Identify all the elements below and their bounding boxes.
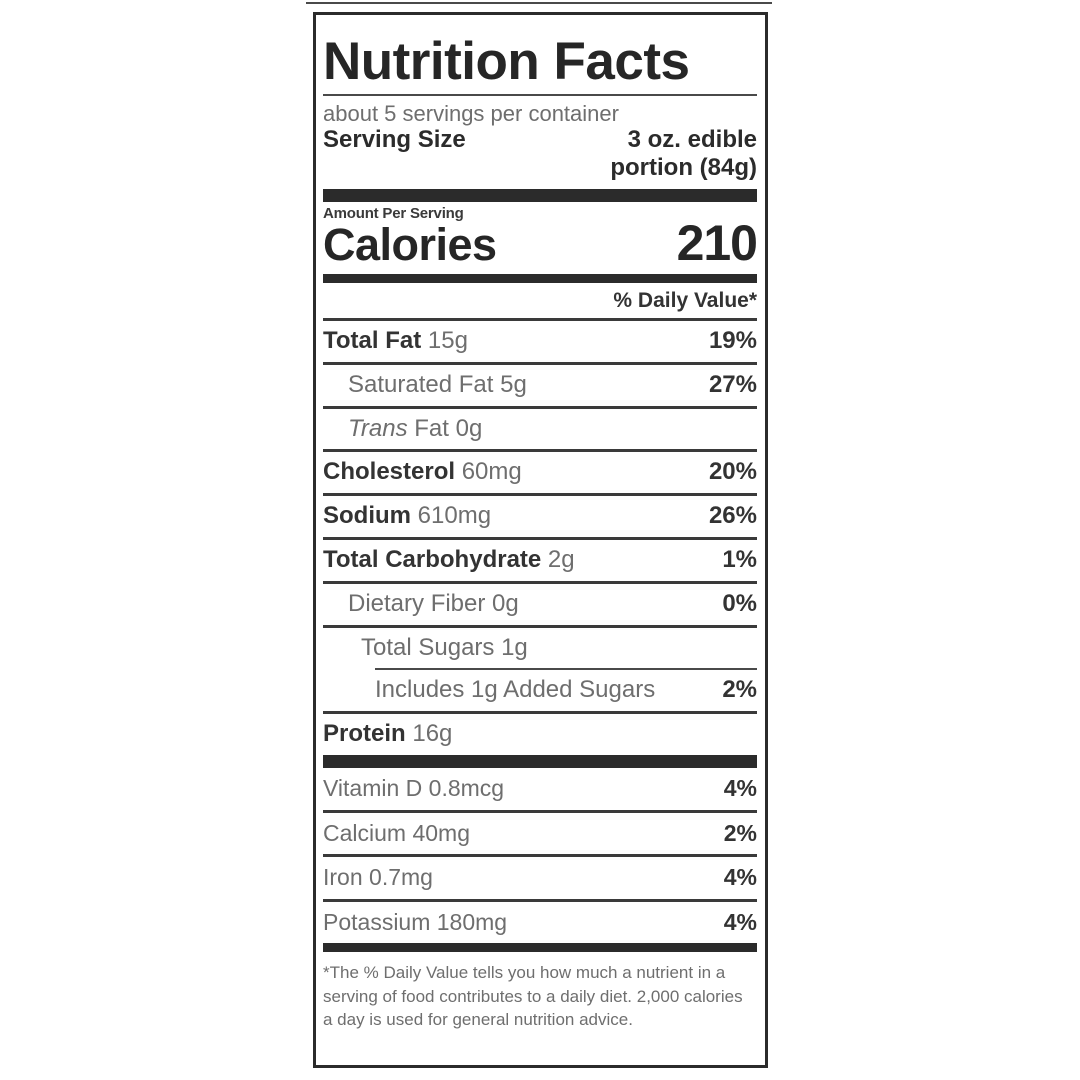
nutrient-daily-value: 20%: [708, 458, 757, 486]
daily-value-header: % Daily Value*: [613, 288, 757, 312]
table-row: Trans Fat 0g: [323, 409, 757, 450]
calories-row: Calories 210: [323, 215, 758, 274]
vitamin-daily-value: 4%: [723, 774, 757, 801]
nutrient-amount: Fat 0g: [407, 414, 483, 442]
nutrient-amount: 2g: [541, 545, 575, 573]
vitamins-thick-divider: [323, 943, 757, 953]
nutrient-row-divider: [323, 405, 757, 409]
nutrient-row-divider: [323, 536, 757, 540]
table-row: Total Carbohydrate 2g 1%: [323, 540, 757, 581]
nutrient-daily-value: 0%: [722, 589, 757, 617]
table-row: Protein 16g: [323, 714, 757, 755]
serving-size-label: Serving Size: [323, 126, 466, 154]
nutrient-amount: 5g: [493, 370, 527, 398]
nutrient-daily-value: 27%: [708, 370, 757, 398]
nutrient-row-divider: [323, 317, 757, 321]
nutrient-name: Trans Fat 0g: [348, 414, 483, 442]
amount-per-serving-label: Amount Per Serving: [323, 205, 464, 223]
nutrient-row-divider: [323, 580, 757, 584]
nutrient-name: Sodium 610mg: [323, 502, 492, 530]
nutrient-amount: 610mg: [411, 502, 492, 530]
nutrition-facts-panel: Nutrition Facts about 5 servings per con…: [313, 12, 768, 1068]
vitamin-name: Calcium 40mg: [323, 819, 470, 846]
table-row: Total Sugars 1g: [323, 628, 757, 669]
nutrient-name: Cholesterol 60mg: [323, 458, 522, 486]
nutrient-name: Dietary Fiber 0g: [348, 589, 519, 617]
calories-label: Calories: [323, 219, 497, 271]
nutrient-name: Includes 1g Added Sugars: [375, 676, 656, 704]
serving-size-row: Serving Size 3 oz. edible portion (84g): [323, 126, 757, 189]
nutrient-list: Total Fat 15g 19% Saturated Fat 5g 27% Trans…: [323, 317, 757, 755]
daily-value-footnote: *The % Daily Value tells you how much a …: [323, 963, 743, 1030]
nutrient-name: Saturated Fat 5g: [348, 370, 527, 398]
vitamin-name: Potassium 180mg: [323, 908, 508, 935]
vitamin-name: Vitamin D 0.8mcg: [323, 774, 505, 801]
servings-per-container: about 5 servings per container: [323, 101, 619, 126]
nutrient-daily-value: 26%: [708, 502, 757, 530]
table-row: Dietary Fiber 0g 0%: [323, 584, 757, 625]
nutrient-row-divider: [323, 624, 757, 628]
nutrient-daily-value: 2%: [722, 676, 757, 704]
title-divider: [323, 94, 757, 96]
table-row: Potassium 180mg 4%: [323, 902, 757, 944]
nutrient-row-divider: [323, 361, 757, 365]
nutrition-facts-content: Nutrition Facts about 5 servings per con…: [323, 15, 758, 1042]
top-hairline-rule: [306, 2, 772, 4]
nutrient-name: Total Carbohydrate 2g: [323, 545, 575, 573]
vitamin-daily-value: 2%: [723, 819, 757, 846]
nutrient-name: Protein 16g: [323, 720, 453, 748]
vitamin-row-divider: [323, 854, 757, 858]
table-row: Sodium 610mg 26%: [323, 496, 757, 537]
nutrient-row-divider: [323, 493, 757, 497]
vitamin-daily-value: 4%: [723, 908, 757, 935]
serving-size-value: 3 oz. edible portion (84g): [610, 126, 757, 181]
table-row: Total Fat 15g 19%: [323, 321, 757, 362]
vitamin-list: Vitamin D 0.8mcg 4% Calcium 40mg 2% Iron 0.7…: [323, 768, 757, 943]
nutrient-row-divider: [323, 449, 757, 453]
nutrient-amount: 0g: [485, 589, 519, 617]
table-row: Iron 0.7mg 4%: [323, 857, 757, 899]
nutrient-daily-value: 1%: [722, 545, 757, 573]
calories-thick-divider: [323, 273, 757, 283]
table-row: Cholesterol 60mg 20%: [323, 452, 757, 493]
nutrient-name: Total Sugars 1g: [361, 633, 528, 661]
table-row: Saturated Fat 5g 27%: [323, 365, 757, 406]
nutrient-amount: 15g: [421, 326, 468, 354]
page-title: Nutrition Facts: [323, 32, 690, 91]
nutrient-name: Total Fat 15g: [323, 326, 468, 354]
calories-value: 210: [676, 215, 758, 272]
table-row: Calcium 40mg 2%: [323, 813, 757, 855]
nutrient-daily-value: 19%: [708, 326, 757, 354]
nutrient-amount: 16g: [405, 720, 453, 748]
serving-size-thick-divider: [323, 189, 757, 203]
vitamin-name: Iron 0.7mg: [323, 864, 433, 891]
nutrient-amount: 60mg: [455, 458, 522, 486]
nutrient-row-divider: [375, 668, 757, 671]
nutrient-row-divider: [323, 711, 757, 715]
nutrient-amount: 1g: [494, 633, 528, 661]
vitamin-daily-value: 4%: [723, 864, 757, 891]
table-row: Includes 1g Added Sugars 2%: [323, 670, 757, 711]
vitamin-row-divider: [323, 898, 757, 902]
protein-thick-divider: [323, 754, 757, 768]
vitamin-row-divider: [323, 809, 757, 813]
table-row: Vitamin D 0.8mcg 4%: [323, 768, 757, 810]
